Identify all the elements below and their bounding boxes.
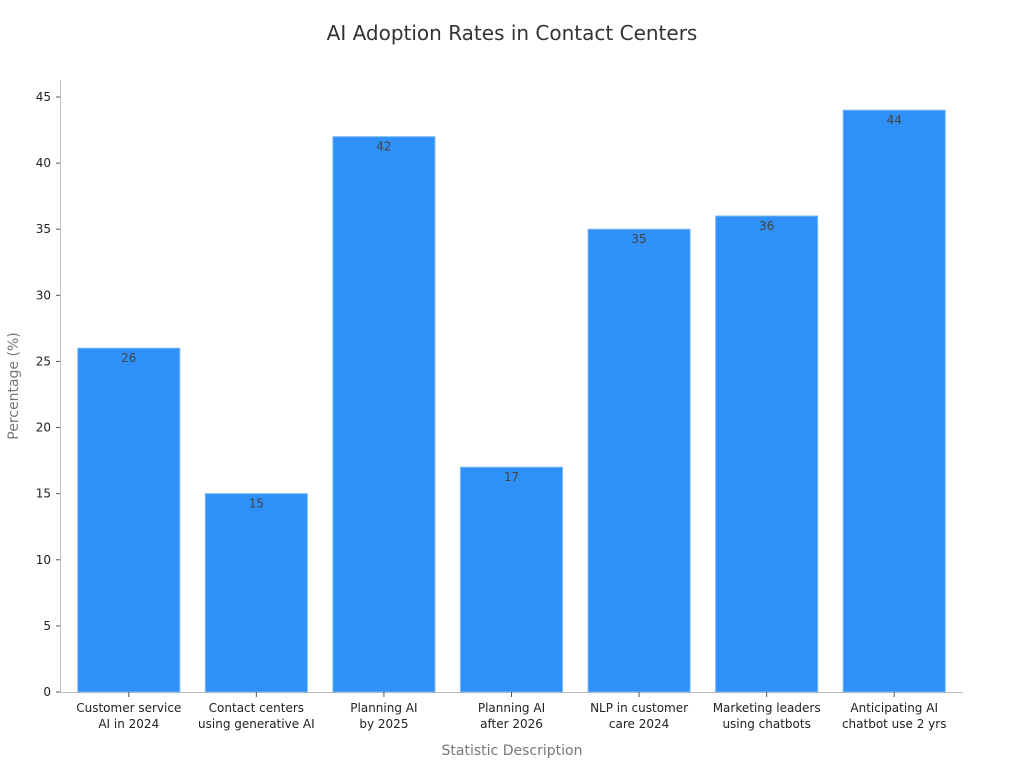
y-tick-label: 15 [36,487,51,501]
bar-value-label: 36 [759,219,774,233]
bar-value-label: 42 [376,140,391,154]
bar-value-label: 35 [631,232,646,246]
y-tick-label: 30 [36,288,51,302]
chart-title: AI Adoption Rates in Contact Centers [327,21,698,45]
x-tick-label: using generative AI [198,717,315,731]
x-tick-label: AI in 2024 [98,717,159,731]
x-tick-label: Contact centers [209,701,304,715]
x-tick-label: by 2025 [359,717,408,731]
y-tick-label: 20 [36,421,51,435]
bar [332,136,436,693]
y-axis-label: Percentage (%) [6,332,22,439]
bar [842,109,946,693]
x-tick-label: Marketing leaders [713,701,821,715]
x-tick-label: Customer service [76,701,181,715]
bar [587,228,691,693]
bar-value-label: 17 [504,470,519,484]
y-tick-label: 35 [36,222,51,236]
bar [459,466,564,693]
bar [204,493,308,693]
bar-value-label: 15 [249,497,264,511]
x-tick-label: Planning AI [350,701,417,715]
x-tick-label: care 2024 [609,717,669,731]
x-axis-ticks: Customer service AI in 2024 Contact center… [76,692,946,731]
y-tick-label: 25 [36,354,51,368]
bars: 26 15 42 17 35 36 44 [77,109,946,693]
bar [77,347,181,693]
y-tick-label: 10 [36,553,51,567]
y-tick-label: 40 [36,156,51,170]
x-axis-label: Statistic Description [442,743,583,759]
y-tick-label: 45 [36,90,51,104]
bar-value-label: 44 [887,113,902,127]
y-tick-label: 5 [43,619,51,633]
x-tick-label: chatbot use 2 yrs [842,717,947,731]
y-tick-label: 0 [43,685,51,699]
x-tick-label: using chatbots [722,717,810,731]
y-axis-ticks: 0 5 10 15 20 25 30 35 40 45 [36,90,60,699]
x-tick-label: after 2026 [480,717,543,731]
bar [715,215,819,693]
bar-value-label: 26 [121,351,136,365]
x-tick-label: NLP in customer [590,701,688,715]
x-tick-label: Anticipating AI [850,701,938,715]
x-tick-label: Planning AI [478,701,545,715]
